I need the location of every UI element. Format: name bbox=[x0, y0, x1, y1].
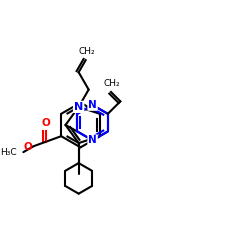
Text: CH₂: CH₂ bbox=[104, 80, 120, 88]
Text: N: N bbox=[74, 102, 83, 112]
Text: H₃C: H₃C bbox=[0, 148, 16, 156]
Text: O: O bbox=[41, 118, 50, 128]
Text: N: N bbox=[88, 100, 97, 110]
Text: O: O bbox=[24, 142, 33, 152]
Text: CH₂: CH₂ bbox=[78, 47, 95, 56]
Text: N: N bbox=[88, 135, 97, 145]
